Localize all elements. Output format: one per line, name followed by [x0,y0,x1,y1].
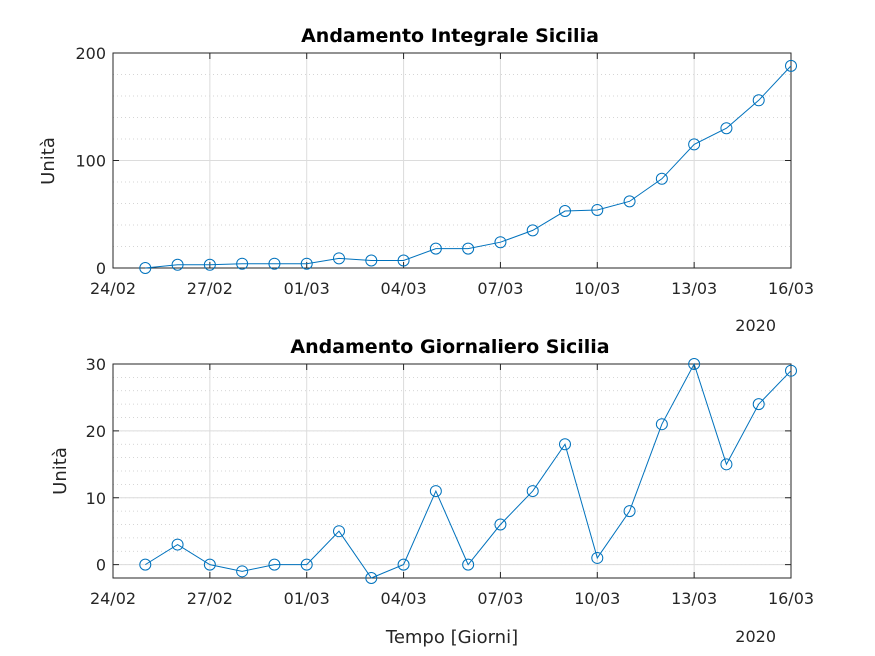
daily-data-point [397,558,410,571]
daily-data-point [268,558,281,571]
integral-data-point [333,252,345,265]
daily-data-point [365,572,378,584]
integral-x-tick-label: 24/02 [90,279,136,298]
daily-data-point [139,558,152,571]
daily-data-point [655,418,668,431]
daily-data-point [623,505,636,518]
daily-data-point [559,438,571,451]
daily-data-point [494,518,507,531]
daily-data-point [429,485,442,498]
daily-data-point [300,558,313,571]
daily-y-tick-label: 20 [86,422,106,441]
daily-data-point [171,538,184,551]
daily-data-point [688,358,701,370]
integral-data-point [559,205,571,218]
daily-data-point [591,551,604,564]
integral-x-tick-label: 27/02 [187,279,233,298]
daily-chart-ylabel: Unità [50,447,71,495]
integral-data-point [688,138,701,151]
integral-data-point [300,257,313,270]
integral-chart-ylabel: Unità [38,137,59,185]
integral-data-point [397,254,410,267]
integral-data-point [591,203,604,216]
daily-chart-title: Andamento Giornaliero Sicilia [290,336,609,358]
daily-x-tick-label: 10/03 [574,589,620,608]
integral-data-point [171,258,184,271]
integral-x-tick-label: 13/03 [671,279,717,298]
integral-data-point [365,254,378,267]
daily-data-point [785,364,797,377]
integral-x-tick-label: 07/03 [477,279,523,298]
daily-axes-frame [112,363,792,579]
daily-x-tick-label: 13/03 [671,589,717,608]
daily-x-tick-label: 16/03 [768,589,814,608]
integral-y-tick-label: 200 [75,44,106,63]
integral-data-point [785,59,797,72]
daily-chart-panel: Andamento Giornaliero Sicilia Unità Temp… [50,336,814,648]
integral-y-tick-label: 0 [96,259,106,278]
integral-chart-year-label: 2020 [735,316,776,335]
daily-data-point [752,398,765,411]
integral-x-tick-label: 04/03 [381,279,427,298]
integral-data-point [623,195,636,208]
integral-data-point [268,257,281,270]
daily-data-point [720,458,733,471]
integral-x-tick-label: 01/03 [284,279,330,298]
daily-x-tick-label: 07/03 [477,589,523,608]
daily-x-tick-label: 27/02 [187,589,233,608]
integral-chart-title: Andamento Integrale Sicilia [301,25,599,47]
integral-data-point [526,224,539,237]
daily-data-point [462,558,475,571]
integral-data-point [720,122,733,135]
daily-data-point [333,525,345,538]
daily-series-line [145,362,792,579]
daily-chart-year-label: 2020 [735,627,776,646]
daily-x-tick-label: 04/03 [381,589,427,608]
integral-data-point [236,257,249,270]
daily-x-tick-label: 01/03 [284,589,330,608]
daily-y-tick-label: 30 [86,355,106,374]
integral-data-point [494,236,507,249]
integral-x-tick-label: 10/03 [574,279,620,298]
integral-data-point [203,258,216,271]
integral-x-tick-label: 16/03 [768,279,814,298]
integral-data-point [462,242,475,255]
integral-data-point [139,262,152,274]
daily-chart-xlabel: Tempo [Giorni] [385,627,518,648]
daily-data-point [526,485,539,498]
integral-data-point [655,172,668,185]
daily-x-tick-label: 24/02 [90,589,136,608]
daily-data-point [203,558,216,571]
integral-data-point [752,94,765,107]
integral-y-tick-label: 100 [75,152,106,171]
integral-series-line [145,65,792,269]
daily-y-tick-label: 0 [96,556,106,575]
integral-chart-panel: Andamento Integrale Sicilia Unità 2020 0… [38,25,814,335]
integral-data-point [429,242,442,255]
daily-data-point [236,565,249,578]
daily-y-tick-label: 10 [86,489,106,508]
